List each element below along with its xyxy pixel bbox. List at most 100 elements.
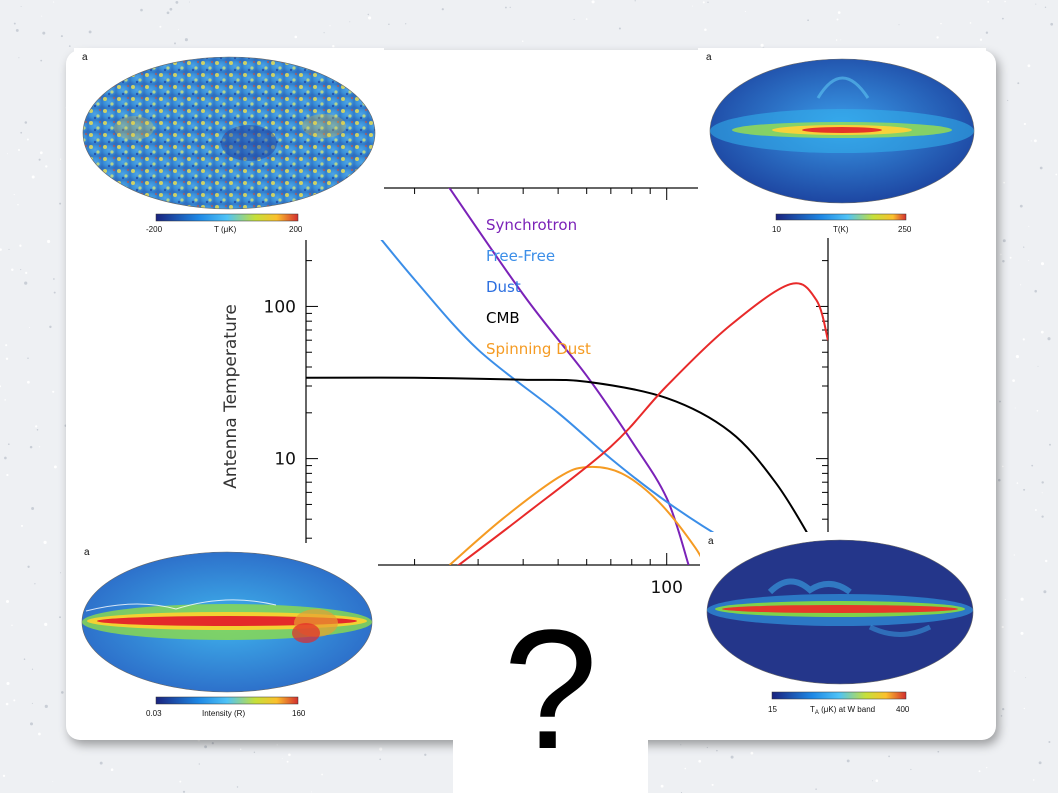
speckle-dot <box>1013 554 1015 556</box>
speckle-dot <box>807 19 809 22</box>
speckle-dot <box>7 443 10 446</box>
speckle-dot <box>1009 256 1012 259</box>
speckle-dot <box>835 39 838 41</box>
speckle-dot <box>1022 338 1025 341</box>
speckle-dot <box>618 27 621 30</box>
series-line-1 <box>357 210 778 565</box>
speckle-dot <box>31 702 33 704</box>
speckle-dot <box>1055 173 1058 176</box>
speckle-dot <box>985 31 989 34</box>
speckle-dot <box>20 269 22 271</box>
speckle-dot <box>6 681 10 686</box>
speckle-dot <box>47 239 51 244</box>
speckle-dot <box>969 22 972 24</box>
series-line-3 <box>448 465 706 565</box>
speckle-dot <box>26 138 29 141</box>
speckle-dot <box>367 13 370 16</box>
speckle-dot <box>53 291 56 294</box>
speckle-dot <box>1023 707 1025 710</box>
speckle-dot <box>936 36 939 39</box>
legend-entry: Dust <box>486 278 521 296</box>
speckle-dot <box>1047 337 1051 341</box>
speckle-dot <box>660 784 664 788</box>
speckle-dot <box>24 281 28 285</box>
speckle-dot <box>169 7 173 11</box>
speckle-dot <box>379 747 383 751</box>
speckle-dot <box>236 786 239 788</box>
cmb-sky-map: -200 T (μK) 200 <box>82 56 376 234</box>
speckle-dot <box>175 0 179 4</box>
speckle-dot <box>1040 330 1044 334</box>
speckle-dot <box>1050 22 1054 26</box>
speckle-dot <box>573 18 575 20</box>
speckle-dot <box>211 742 214 745</box>
speckle-dot <box>60 691 64 694</box>
speckle-dot <box>1002 260 1005 263</box>
speckle-dot <box>18 57 20 59</box>
panel-label: a <box>82 52 88 63</box>
speckle-dot <box>53 1 55 3</box>
speckle-dot <box>1000 253 1002 256</box>
speckle-dot <box>11 268 14 272</box>
series-line-4 <box>457 282 828 565</box>
speckle-dot <box>1004 599 1006 601</box>
speckle-dot <box>979 38 983 41</box>
speckle-dot <box>4 456 7 460</box>
speckle-dot <box>1031 464 1034 467</box>
speckle-dot <box>15 28 19 32</box>
speckle-dot <box>1004 0 1006 3</box>
colorbar-unit: TA (μK) at W band <box>810 705 875 716</box>
speckle-dot <box>68 45 71 47</box>
speckle-dot <box>0 385 2 388</box>
speckle-dot <box>31 175 35 179</box>
speckle-dot <box>13 194 15 196</box>
plot-frame <box>305 187 829 566</box>
speckle-dot <box>20 524 24 527</box>
speckle-dot <box>744 11 746 13</box>
speckle-dot <box>1043 590 1047 594</box>
speckle-dot <box>311 791 312 793</box>
speckle-dot <box>179 780 182 783</box>
speckle-dot <box>349 21 351 23</box>
speckle-dot <box>940 22 942 25</box>
speckle-dot <box>1040 262 1045 266</box>
speckle-dot <box>43 540 47 544</box>
speckle-dot <box>52 781 54 782</box>
speckle-dot <box>42 31 46 35</box>
speckle-dot <box>368 16 372 20</box>
colorbar-min: -200 <box>146 225 163 234</box>
speckle-dot <box>999 400 1001 403</box>
speckle-dot <box>27 565 30 568</box>
legend-entry: Free-Free <box>486 247 555 265</box>
speckle-dot <box>1023 122 1026 126</box>
speckle-dot <box>18 149 20 151</box>
speckle-dot <box>29 722 34 726</box>
halpha-sky-map: 0.03 Intensity (R) 160 <box>81 551 373 718</box>
speckle-dot <box>1020 631 1024 635</box>
speckle-dot <box>504 6 507 9</box>
speckle-dot <box>17 203 19 206</box>
speckle-dot <box>28 327 30 328</box>
speckle-dot <box>1044 559 1048 563</box>
speckle-dot <box>707 1 709 3</box>
speckle-dot <box>29 445 33 449</box>
speckle-dot <box>182 790 186 793</box>
speckle-dot <box>910 768 912 771</box>
wband-sky-map-panel: a 15 TA (μK) at W band 400 <box>700 532 980 722</box>
speckle-dot <box>332 44 335 48</box>
speckle-dot <box>875 779 879 783</box>
speckle-dot <box>978 770 981 773</box>
speckle-dot <box>45 165 48 168</box>
speckle-dot <box>1035 3 1037 5</box>
speckle-dot <box>35 425 38 428</box>
speckle-dot <box>198 763 200 765</box>
speckle-dot <box>1030 140 1032 142</box>
speckle-dot <box>1038 761 1042 765</box>
speckle-dot <box>23 658 26 660</box>
y-axis-title: Antenna Temperature <box>221 304 241 489</box>
speckle-dot <box>13 699 16 702</box>
speckle-dot <box>1020 597 1024 601</box>
speckle-dot <box>1014 670 1016 672</box>
speckle-dot <box>691 5 693 7</box>
speckle-dot <box>5 599 10 604</box>
